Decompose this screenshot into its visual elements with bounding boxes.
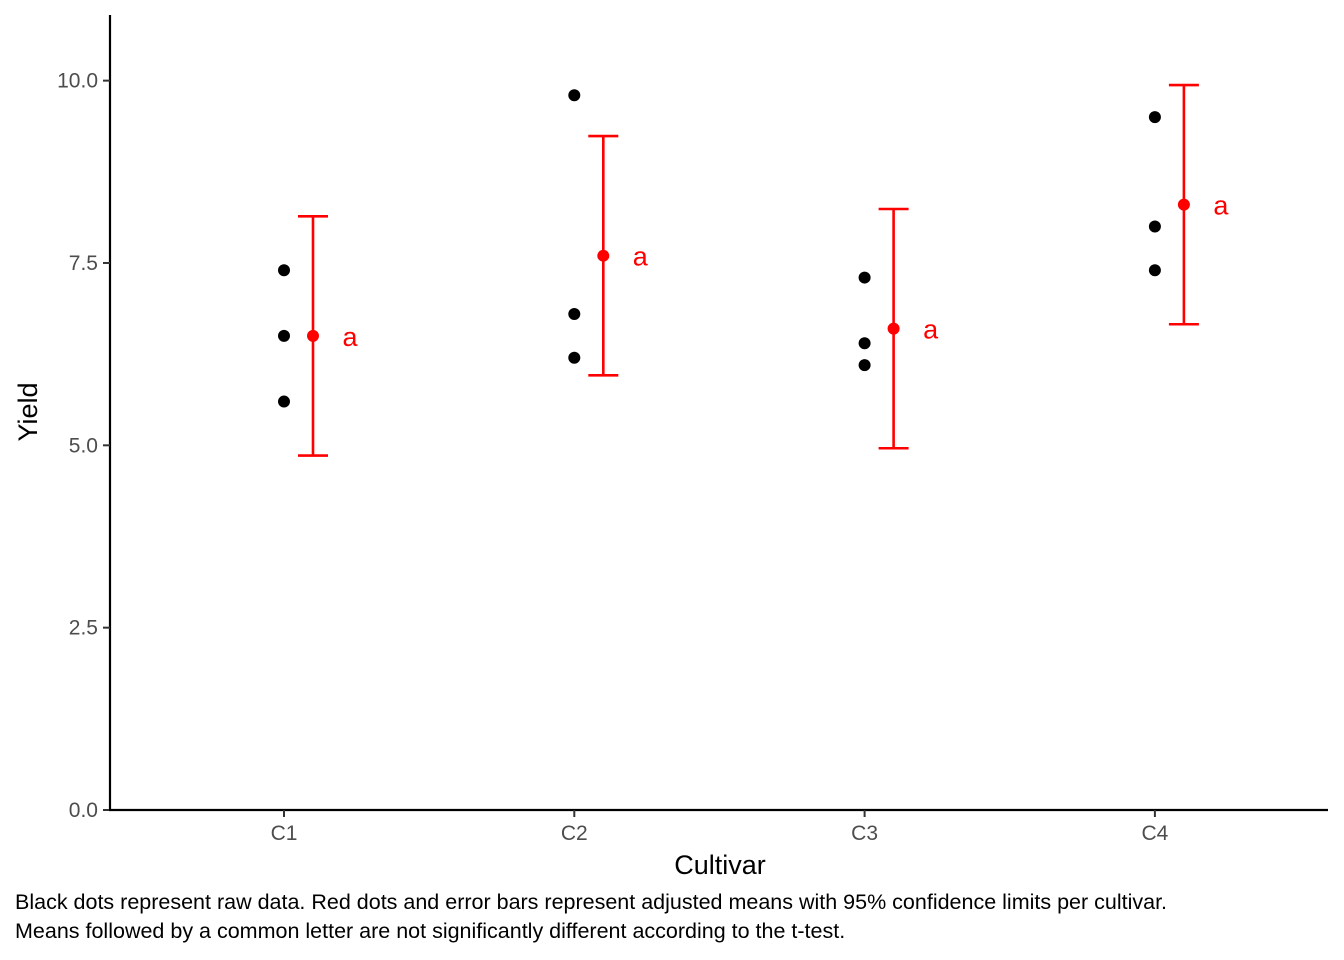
significance-letter: a — [1213, 191, 1229, 221]
x-axis: C1 C2 C3 C4 — [109, 808, 1328, 845]
adjusted-mean-point — [597, 249, 610, 262]
adjusted-mean-point — [1177, 198, 1190, 211]
caption-line-2: Means followed by a common letter are no… — [15, 919, 846, 943]
x-tick-label: C2 — [561, 822, 588, 845]
raw-data-point — [568, 89, 581, 102]
caption-line-1: Black dots represent raw data. Red dots … — [15, 890, 1168, 914]
x-tick-label: C1 — [271, 822, 298, 845]
significance-letter: a — [923, 315, 939, 345]
y-tick-label: 2.5 — [69, 617, 98, 640]
raw-data-point — [278, 395, 290, 408]
raw-data-point — [568, 308, 581, 321]
adjusted-mean-point — [307, 329, 319, 342]
x-tick-label: C4 — [1141, 822, 1168, 845]
raw-data-point — [278, 329, 290, 342]
adjusted-mean-point — [887, 322, 900, 335]
plot-area: a a a a — [278, 83, 1229, 457]
x-tick-label: C3 — [851, 822, 878, 845]
y-axis-title: Yield — [13, 382, 43, 441]
raw-data-point — [858, 271, 871, 284]
y-tick-label: 0.0 — [69, 799, 98, 822]
significance-letter: a — [342, 322, 358, 352]
raw-data-point — [568, 351, 581, 364]
figure-caption: Black dots represent raw data. Red dots … — [15, 888, 1335, 946]
raw-data-point — [858, 359, 871, 372]
raw-data-point — [278, 264, 290, 277]
raw-data-point — [858, 337, 871, 350]
significance-letter: a — [633, 242, 649, 272]
raw-data-point — [1148, 111, 1161, 124]
x-axis-title: Cultivar — [674, 850, 766, 880]
y-axis: 0.0 2.5 5.0 7.5 10.0 — [57, 15, 112, 822]
y-tick-label: 5.0 — [69, 434, 98, 457]
y-tick-label: 7.5 — [69, 252, 98, 275]
raw-data-point — [1148, 264, 1161, 277]
y-tick-label: 10.0 — [57, 70, 98, 93]
raw-data-point — [1148, 220, 1161, 233]
